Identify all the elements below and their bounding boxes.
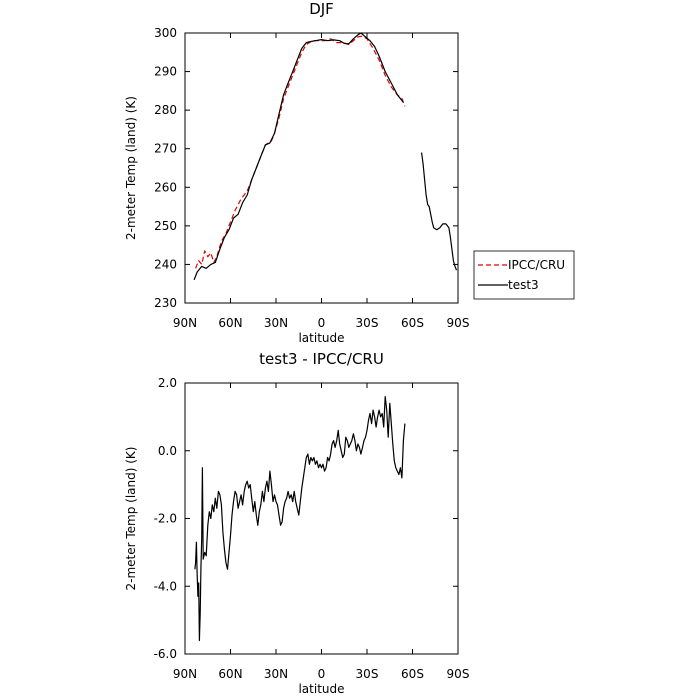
- lower-x-tick-label: 60S: [401, 667, 424, 681]
- lower-x-tick-label: 0: [318, 667, 326, 681]
- upper-plot-frame: [184, 32, 459, 304]
- lower-x-tick-label: 30S: [356, 667, 379, 681]
- lower-y-tick-label: 0.0: [158, 444, 177, 458]
- upper-x-tick-label: 60S: [401, 316, 424, 330]
- lower-x-tick-label: 90N: [173, 667, 197, 681]
- upper-x-tick-label: 60N: [218, 316, 242, 330]
- upper-series-test3-line: [193, 32, 404, 281]
- lower-chart-title: test3 - IPCC/CRU: [259, 350, 384, 368]
- lower-y-tick-label: -6.0: [154, 647, 177, 661]
- legend-box: [473, 250, 575, 300]
- upper-y-tick-label: 270: [154, 142, 177, 156]
- lower-y-tick-label: -4.0: [154, 579, 177, 593]
- legend-label-test3: test3: [508, 278, 539, 292]
- upper-y-tick-label: 240: [154, 257, 177, 271]
- upper-y-tick-label: 250: [154, 219, 177, 233]
- upper-y-tick-label: 300: [154, 26, 177, 40]
- lower-plot-frame: [184, 382, 459, 655]
- lower-x-tick-label: 90S: [447, 667, 470, 681]
- upper-x-tick-label: 90S: [447, 316, 470, 330]
- upper-y-tick-label: 260: [154, 180, 177, 194]
- upper-y-tick-label: 230: [154, 296, 177, 310]
- upper-chart-title: DJF: [309, 0, 334, 18]
- lower-y-axis-label: 2-meter Temp (land) (K): [124, 447, 138, 591]
- upper-series-test3-line: [421, 152, 458, 271]
- lower-y-tick-label: 2.0: [158, 376, 177, 390]
- upper-x-axis-label: latitude: [298, 331, 344, 345]
- upper-x-tick-label: 90N: [173, 316, 197, 330]
- upper-y-axis-label: 2-meter Temp (land) (K): [124, 96, 138, 240]
- upper-x-tick-label: 0: [318, 316, 326, 330]
- lower-y-tick-label: -2.0: [154, 512, 177, 526]
- lower-x-tick-label: 60N: [218, 667, 242, 681]
- upper-x-tick-label: 30S: [356, 316, 379, 330]
- upper-y-tick-label: 290: [154, 65, 177, 79]
- lower-x-axis-label: latitude: [298, 682, 344, 696]
- upper-y-tick-label: 280: [154, 103, 177, 117]
- lower-series-test3-line: [194, 396, 406, 642]
- legend-label-ipcc-cru: IPCC/CRU: [508, 258, 565, 272]
- upper-x-tick-label: 30N: [264, 316, 288, 330]
- lower-x-tick-label: 30N: [264, 667, 288, 681]
